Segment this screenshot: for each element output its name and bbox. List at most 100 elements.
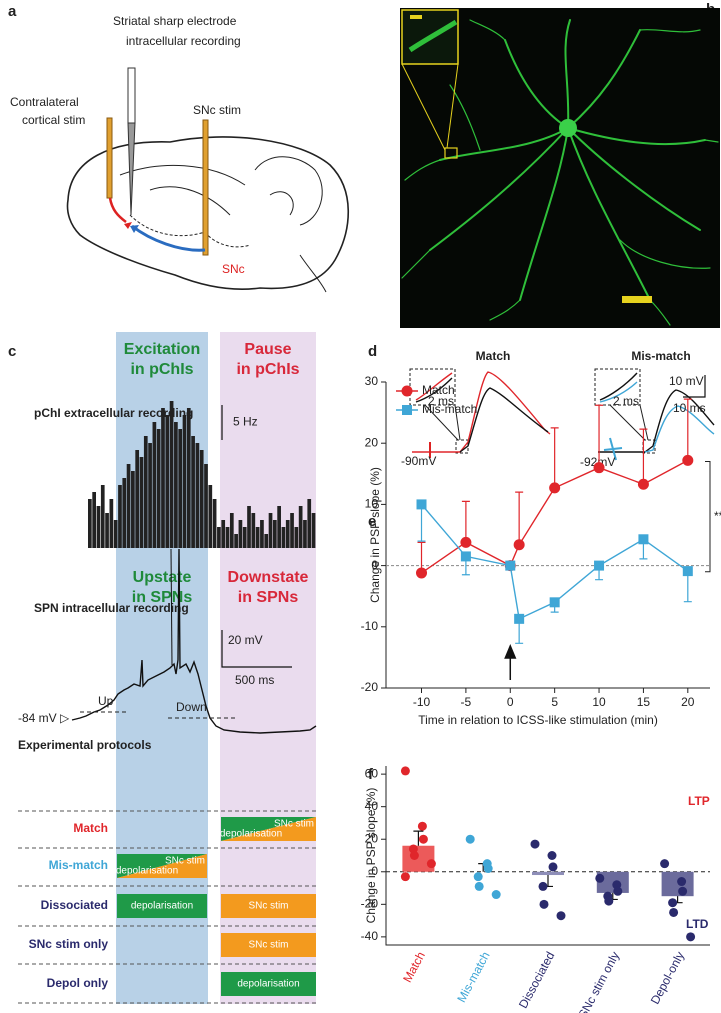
protocol-box-label: depolarisation [116,866,178,877]
histogram-bar [247,506,251,548]
point [682,566,693,577]
data-point [548,862,558,872]
annotation: LTP [688,794,710,808]
error-bar [515,491,524,545]
error-bar [461,500,470,543]
data-point [417,821,427,831]
histogram-bar [212,499,217,548]
protocol-box [221,933,316,957]
histogram-bar [225,527,230,548]
panel-label: f [368,766,374,783]
point [513,539,525,551]
band-title: Downstate [228,569,309,586]
panel-label: c [8,343,16,360]
protocol-box [221,894,316,918]
y-tick-label: 20 [365,831,379,845]
histogram-bar [156,429,161,548]
protocol-box [221,972,316,996]
histogram-bar [139,457,144,548]
histogram-bar [281,527,286,548]
point [505,560,516,571]
spike [170,548,173,666]
series-line [420,503,689,620]
error-bar [550,427,559,488]
y-tick-label: -10 [361,619,379,633]
snc-stim-label: SNc stim [193,103,241,117]
protocol-box-label: SNc stim [274,819,314,830]
protocol-label: SNc stim only [29,937,109,951]
histogram-bar [277,506,281,548]
y-tick-label: 20 [365,435,379,449]
pause-band [220,332,316,1004]
data-point [465,834,475,844]
legend-marker [401,385,413,397]
up-label: Up [98,694,114,708]
data-point [668,898,678,908]
point [593,462,605,474]
protocol-label: Depol only [47,976,109,990]
band-title: Pause [244,341,291,358]
data-point [473,872,483,882]
x-tick-label: -5 [461,695,472,709]
spn-trace [71,548,317,734]
histogram-bar [208,485,213,548]
histogram-bar [148,443,152,548]
data-point [400,766,410,776]
psp-traces [409,368,715,461]
neuron-image [400,8,720,328]
inset-scale: 2 ms [428,394,454,408]
data-point [400,872,410,882]
x-tick-label: SNc stim only [575,949,622,1013]
x-tick-label: 20 [681,695,695,709]
protocol-label: Dissociated [41,898,108,912]
protocol-label: Match [73,821,108,835]
electrode-label: intracellular recording [126,34,241,48]
data-point [604,896,614,906]
point [514,613,525,624]
x-tick-label: 5 [551,695,558,709]
protocol-label: Mis-match [49,858,108,872]
point [549,482,561,494]
histogram-bar [255,527,260,548]
down-label: Down [176,700,207,714]
y-axis-label: Change in PSP slope (%) [364,788,378,924]
histogram-bar [204,464,208,548]
panel-label: e [368,513,376,530]
data-point [613,886,623,896]
protocol-box-label: depolarisation [131,901,193,912]
scale-label: 10 mV [669,374,704,388]
histogram-bar [118,485,122,548]
data-point [547,851,557,860]
y-tick-label: -40 [361,929,379,943]
histogram-bar [264,534,269,548]
data-point [409,851,419,860]
point [549,597,560,608]
point [460,551,471,562]
histogram-bar [169,401,174,548]
x-axis-label: Time in relation to ICSS-like stimulatio… [418,713,658,727]
histogram-bar [242,527,247,548]
histogram-bar [268,513,273,548]
error-bar [683,398,692,461]
scale-label: 500 ms [235,673,274,687]
error-bar [683,571,692,603]
data-point [418,834,428,844]
y-tick-label: 40 [365,799,379,813]
legend-marker [402,405,412,415]
x-tick-label: 0 [507,695,514,709]
band-title: in pChIs [236,361,299,378]
x-tick-label: Dissociated [516,949,557,1010]
data-point [538,881,548,891]
histogram-bar [199,450,204,548]
x-tick-label: Mis-match [454,949,492,1004]
histogram-bar [131,471,135,548]
histogram-bar [191,436,195,548]
band-title: in SPNs [132,589,193,606]
y-tick-label: 60 [365,766,379,780]
protocol-box-label: depolarisation [237,979,299,990]
histogram-bar [182,415,187,548]
histogram-bar [298,506,303,548]
histogram-bar [161,408,165,548]
histogram-bar [272,520,277,548]
significance-bracket [705,461,711,573]
